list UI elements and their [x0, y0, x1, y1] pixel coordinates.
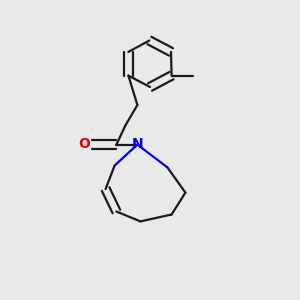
- Text: O: O: [79, 137, 91, 151]
- Text: N: N: [132, 137, 144, 151]
